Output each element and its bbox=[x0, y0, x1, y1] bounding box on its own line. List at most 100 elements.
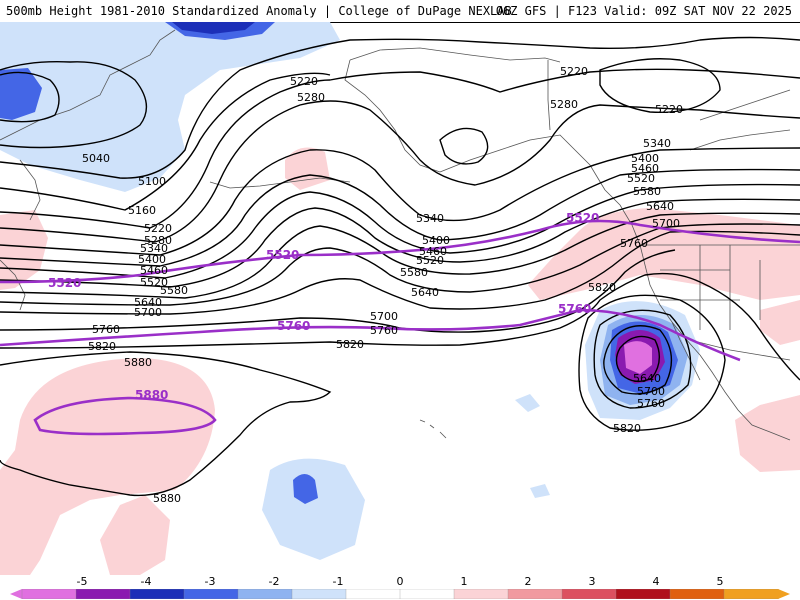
colorbar-cell bbox=[507, 589, 563, 599]
state-borders bbox=[660, 245, 761, 330]
contour-cutoff-5760 bbox=[593, 309, 692, 409]
model-valid-time: 06Z GFS | F123 Valid: 09Z SAT NOV 22 202… bbox=[495, 4, 792, 18]
contour-5280-west bbox=[0, 100, 800, 243]
coastline-kamchatka bbox=[19, 159, 41, 221]
contour-label: 5220 bbox=[560, 65, 588, 78]
contour-label: 5760 bbox=[92, 323, 120, 336]
contour-5160 bbox=[0, 72, 331, 211]
contour-5040 bbox=[0, 61, 148, 149]
colorbar-cell bbox=[669, 589, 725, 599]
border-us-mexico bbox=[689, 339, 791, 361]
contour-5220-northeast bbox=[599, 58, 721, 114]
colorbar-arrow-left bbox=[10, 589, 22, 599]
contour-label: 5520 bbox=[416, 254, 444, 267]
colorbar-cell bbox=[399, 589, 455, 599]
contour-label: 5400 bbox=[422, 234, 450, 247]
contour-5040-closed bbox=[0, 71, 60, 123]
contour-cutoff-5820 bbox=[578, 294, 726, 431]
colorbar-cell bbox=[183, 589, 239, 599]
colorbar-cell bbox=[129, 589, 185, 599]
contour-label: 5640 bbox=[411, 286, 439, 299]
colorbar-arrow-right bbox=[778, 589, 790, 599]
coastline-alaska-west bbox=[344, 59, 441, 173]
normal-label: 5520 bbox=[48, 276, 81, 290]
contour-label: 5460 bbox=[631, 162, 659, 175]
contour-5700 bbox=[0, 230, 800, 315]
positive-anomaly-region-far-southeast bbox=[735, 395, 800, 472]
colorbar-cell bbox=[561, 589, 617, 599]
negative-anomaly-core-northwest bbox=[0, 68, 42, 120]
contour-alaska-low bbox=[439, 127, 489, 165]
colorbar-cell bbox=[723, 589, 779, 599]
colorbar-cell bbox=[21, 589, 77, 599]
contour-label: 5640 bbox=[633, 372, 661, 385]
normal-label: 5520 bbox=[266, 248, 299, 262]
negative-anomaly-region-south-central bbox=[262, 458, 365, 560]
colorbar-gradient bbox=[10, 589, 790, 599]
coastline-bc bbox=[604, 189, 641, 246]
contour-5820-east bbox=[699, 281, 800, 381]
colorbar-cells bbox=[21, 589, 779, 599]
colorbar-label: -4 bbox=[140, 575, 152, 588]
colorbar-label: -5 bbox=[76, 575, 88, 588]
normal-label: 5760 bbox=[558, 302, 591, 316]
contour-labels: 5040 5100 5160 5220 5280 5340 5400 5460 … bbox=[82, 65, 683, 505]
negative-anomaly-region-small-south bbox=[530, 484, 550, 498]
colorbar-label: 3 bbox=[588, 575, 596, 588]
contour-label: 5100 bbox=[138, 175, 166, 188]
colorbar-label: 0 bbox=[396, 575, 404, 588]
normal-5880 bbox=[33, 396, 217, 436]
coastlines bbox=[0, 29, 800, 441]
contour-label: 5280 bbox=[144, 234, 172, 247]
height-contours bbox=[0, 36, 800, 497]
negative-anomaly-region-cutoff-low-core bbox=[624, 341, 652, 374]
normal-5760 bbox=[0, 308, 741, 362]
colorbar-cell bbox=[237, 589, 293, 599]
anomaly-shading bbox=[0, 22, 800, 575]
positive-anomaly-region-east-mexico bbox=[760, 300, 800, 345]
map-title: 500mb Height 1981-2010 Standardized Anom… bbox=[6, 4, 512, 18]
contour-cutoff-5700 bbox=[603, 325, 673, 395]
contour-label: 5580 bbox=[160, 284, 188, 297]
contour-label: 5220 bbox=[290, 75, 318, 88]
contour-label: 5700 bbox=[652, 217, 680, 230]
colorbar: -5 -4 -3 -2 -1 0 1 2 3 4 5 bbox=[0, 575, 800, 600]
contour-label: 5040 bbox=[82, 152, 110, 165]
contour-label: 5400 bbox=[138, 253, 166, 266]
colorbar-label: 1 bbox=[460, 575, 468, 588]
contour-label: 5760 bbox=[637, 397, 665, 410]
coastline-mexico-pacific bbox=[699, 354, 791, 441]
contour-5460 bbox=[0, 183, 800, 279]
contour-5820 bbox=[0, 272, 701, 349]
contour-label: 5700 bbox=[370, 310, 398, 323]
negative-anomaly-region-small-east bbox=[515, 394, 540, 412]
hawaii-islands bbox=[419, 419, 447, 439]
positive-anomaly-region-southwest-small bbox=[100, 495, 170, 575]
contour-label: 5220 bbox=[655, 103, 683, 116]
contour-label: 5280 bbox=[550, 98, 578, 111]
colorbar-cell bbox=[291, 589, 347, 599]
contour-label: 5820 bbox=[88, 340, 116, 353]
contour-label: 5340 bbox=[643, 137, 671, 150]
contour-label: 5640 bbox=[134, 296, 162, 309]
contour-5340 bbox=[0, 147, 800, 256]
contour-5520 bbox=[0, 198, 800, 288]
colorbar-label: 4 bbox=[652, 575, 660, 588]
colorbar-cell bbox=[453, 589, 509, 599]
positive-anomaly-region-dateline bbox=[285, 147, 330, 190]
border-alaska-canada bbox=[547, 60, 551, 131]
map-canvas: 5040 5100 5160 5220 5280 5340 5400 5460 … bbox=[0, 22, 800, 575]
contour-label: 5520 bbox=[140, 276, 168, 289]
contour-label: 5520 bbox=[627, 172, 655, 185]
contour-label: 5760 bbox=[370, 324, 398, 337]
colorbar-label: -1 bbox=[332, 575, 344, 588]
contour-5400 bbox=[0, 168, 800, 267]
colorbar-cell bbox=[75, 589, 131, 599]
normal-label: 5880 bbox=[135, 388, 168, 402]
contour-label: 5400 bbox=[631, 152, 659, 165]
contour-label: 5220 bbox=[144, 222, 172, 235]
coastline-aleutians bbox=[209, 177, 351, 189]
negative-anomaly-core-north-inner bbox=[172, 22, 255, 34]
colorbar-label: 5 bbox=[716, 575, 724, 588]
contour-label: 5700 bbox=[134, 306, 162, 319]
